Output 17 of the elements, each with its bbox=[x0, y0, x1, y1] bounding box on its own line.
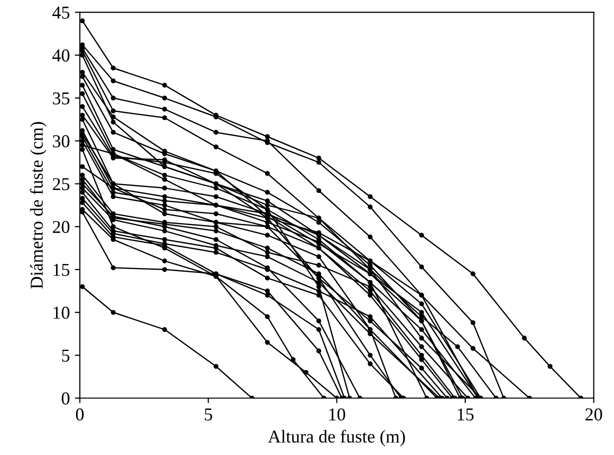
y-axis-title: Diámetro de fuste (cm) bbox=[30, 122, 46, 289]
x-tick-label: 5 bbox=[204, 408, 212, 421]
x-axis-title: Altura de fuste (m) bbox=[268, 430, 405, 446]
y-tick-label: 5 bbox=[62, 350, 70, 362]
x-tick-label: 10 bbox=[329, 408, 346, 421]
y-tick-label: 20 bbox=[52, 220, 70, 234]
x-tick-label: 20 bbox=[586, 408, 602, 421]
x-tick-label: 0 bbox=[76, 408, 84, 421]
y-tick-label: 15 bbox=[54, 264, 70, 276]
y-tick-label: 35 bbox=[52, 92, 70, 104]
y-tick-label: 30 bbox=[52, 135, 70, 148]
y-tick-label: 10 bbox=[54, 306, 70, 319]
x-tick-label: 15 bbox=[458, 408, 474, 421]
y-tick-label: 25 bbox=[52, 178, 70, 190]
y-tick-label: 45 bbox=[52, 6, 70, 19]
y-tick-label: 40 bbox=[52, 49, 70, 62]
y-tick-label: 0 bbox=[62, 392, 70, 405]
